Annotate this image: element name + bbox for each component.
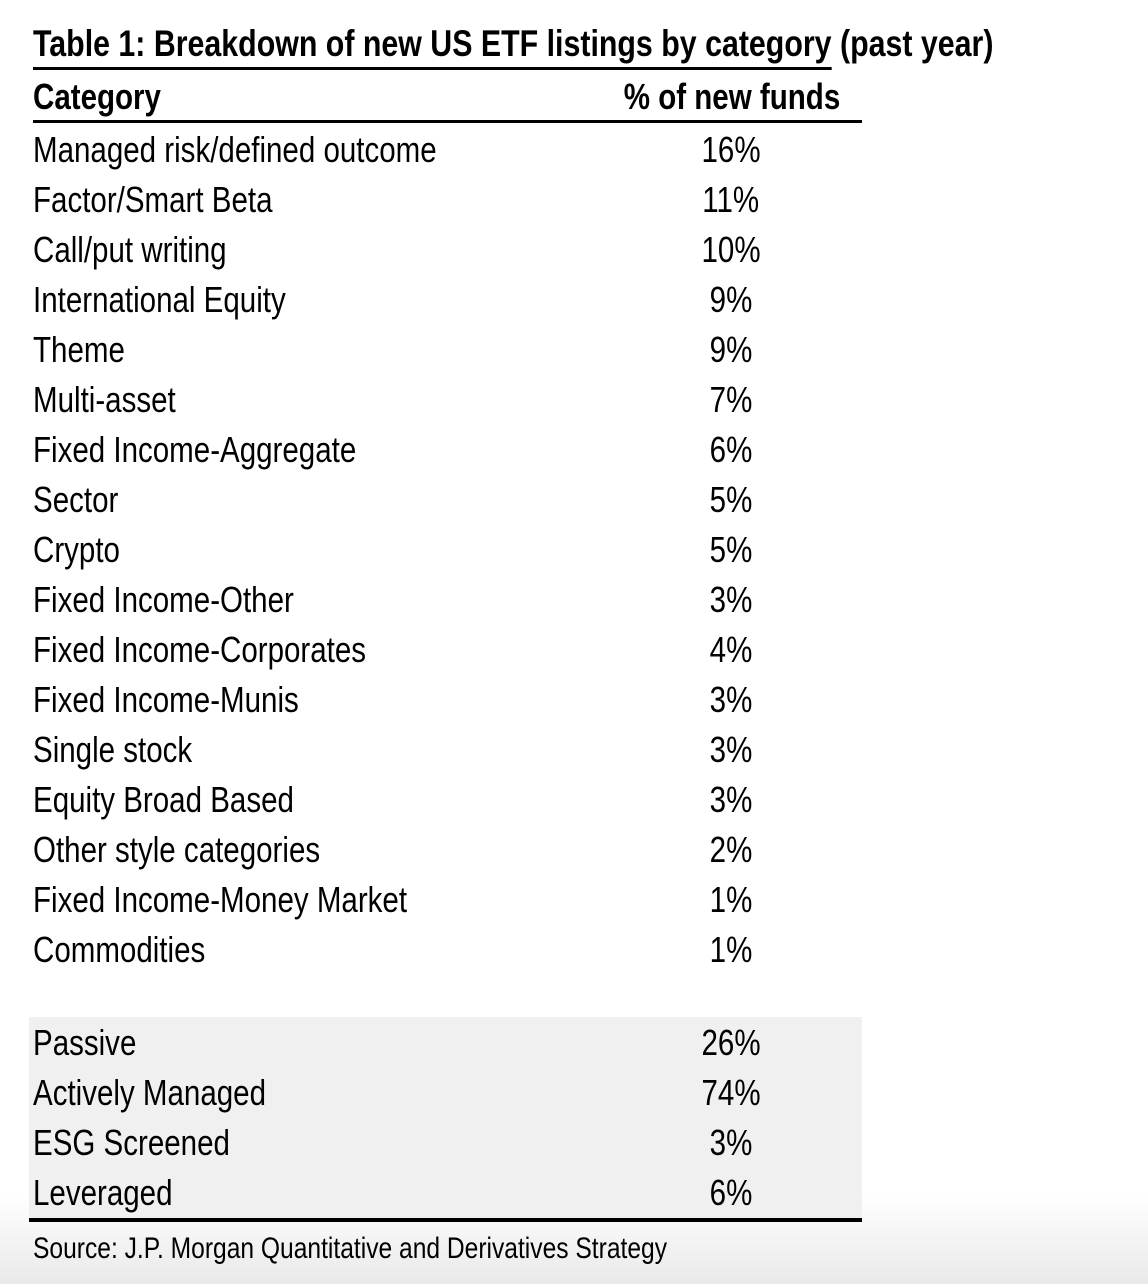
category-column-header: Category [33,76,161,117]
category-cell: Fixed Income-Aggregate [33,429,357,470]
category-cell: Theme [33,329,125,370]
table-body: Managed risk/defined outcome 16% Factor/… [33,125,1148,975]
table-row: Fixed Income-Money Market 1% [33,875,862,925]
header-rule [33,120,862,123]
table-row: Passive 26% [33,1018,862,1068]
table-row: Single stock 3% [33,725,862,775]
table-row: Multi-asset 7% [33,375,862,425]
table-title: Table 1: Breakdown of new US ETF listing… [33,22,1148,70]
category-cell: Fixed Income-Corporates [33,629,367,670]
table-row: Equity Broad Based 3% [33,775,862,825]
table-row: Other style categories 2% [33,825,862,875]
percent-cell: 3% [709,779,753,820]
table-row: Leveraged 6% [33,1168,862,1218]
category-cell: Crypto [33,529,120,570]
summary-section: Passive 26% Actively Managed 74% ESG Scr… [29,1017,862,1222]
percent-cell: 5% [709,529,753,570]
percent-cell: 26% [701,1022,761,1063]
table-row: Crypto 5% [33,525,862,575]
category-cell: Leveraged [33,1172,173,1213]
category-cell: Sector [33,479,119,520]
category-cell: Multi-asset [33,379,176,420]
percent-cell: 6% [709,429,753,470]
percent-cell: 4% [709,629,753,670]
category-cell: Equity Broad Based [33,779,294,820]
category-cell: Fixed Income-Money Market [33,879,408,920]
percent-cell: 74% [701,1072,761,1113]
category-cell: Call/put writing [33,229,227,270]
table-row: Theme 9% [33,325,862,375]
category-cell: Passive [33,1022,137,1063]
percent-cell: 9% [709,279,753,320]
category-cell: Fixed Income-Munis [33,679,299,720]
category-cell: Managed risk/defined outcome [33,129,437,170]
category-cell: Commodities [33,929,206,970]
category-cell: Other style categories [33,829,321,870]
percent-cell: 1% [709,879,753,920]
category-cell: ESG Screened [33,1122,230,1163]
table-row: Commodities 1% [33,925,862,975]
table-row: International Equity 9% [33,275,862,325]
percent-cell: 6% [709,1172,753,1213]
table-title-suffix: (past year) [831,23,994,64]
category-cell: Factor/Smart Beta [33,179,273,220]
table-row: ESG Screened 3% [33,1118,862,1168]
table-row: Fixed Income-Aggregate 6% [33,425,862,475]
percent-cell: 9% [709,329,753,370]
table-row: Fixed Income-Other 3% [33,575,862,625]
category-column-header-cell: Category [33,74,600,120]
percent-cell: 3% [709,729,753,770]
percent-cell: 10% [701,229,761,270]
percent-column-header-cell: % of new funds [600,74,862,120]
percent-cell: 2% [709,829,753,870]
table-header-row: Category % of new funds [33,74,862,120]
category-cell: International Equity [33,279,286,320]
percent-cell: 3% [709,1122,753,1163]
category-cell: Fixed Income-Other [33,579,294,620]
table-title-underlined: Table 1: Breakdown of new US ETF listing… [33,23,832,70]
percent-cell: 7% [709,379,753,420]
table-row: Managed risk/defined outcome 16% [33,125,862,175]
table-row: Actively Managed 74% [33,1068,862,1118]
table-row: Fixed Income-Corporates 4% [33,625,862,675]
source-note: Source: J.P. Morgan Quantitative and Der… [33,1228,1148,1270]
percent-cell: 11% [702,179,760,220]
table-row: Fixed Income-Munis 3% [33,675,862,725]
percent-cell: 3% [709,579,753,620]
percent-cell: 5% [709,479,753,520]
percent-column-header: % of new funds [623,76,841,117]
percent-cell: 3% [709,679,753,720]
table-row: Sector 5% [33,475,862,525]
percent-cell: 1% [709,929,753,970]
section-gap [33,975,1148,1017]
category-cell: Single stock [33,729,193,770]
table-row: Factor/Smart Beta 11% [33,175,862,225]
percent-cell: 16% [701,129,761,170]
category-cell: Actively Managed [33,1072,267,1113]
table-row: Call/put writing 10% [33,225,862,275]
source-note-text: Source: J.P. Morgan Quantitative and Der… [33,1232,668,1265]
